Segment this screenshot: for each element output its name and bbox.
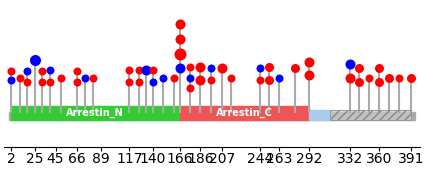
Point — [126, 80, 133, 83]
Point — [39, 80, 46, 83]
Point — [150, 68, 157, 71]
Point — [266, 65, 273, 68]
Point — [39, 69, 46, 72]
Point — [90, 76, 97, 79]
Bar — [330, 109, 411, 120]
Point — [8, 79, 15, 82]
Point — [23, 69, 30, 72]
Bar — [330, 109, 411, 120]
Point — [375, 67, 382, 70]
Point — [176, 67, 183, 70]
Point — [187, 65, 194, 68]
Bar — [9, 112, 415, 120]
Point — [347, 76, 353, 79]
Point — [266, 79, 273, 82]
Point — [276, 76, 283, 79]
Text: Arrestin_C: Arrestin_C — [216, 108, 273, 118]
Point — [170, 76, 177, 79]
Point — [207, 67, 214, 70]
Point — [227, 76, 234, 79]
Point — [386, 76, 393, 79]
Point — [47, 68, 54, 71]
Point — [135, 80, 142, 83]
Point — [16, 76, 23, 79]
Point — [126, 68, 133, 71]
Point — [256, 67, 263, 70]
Bar — [309, 109, 330, 120]
Point — [187, 87, 194, 90]
Point — [135, 68, 142, 71]
Bar — [11, 106, 179, 120]
Point — [160, 76, 167, 79]
Point — [306, 60, 313, 63]
Point — [407, 76, 414, 79]
Text: Arrestin_N: Arrestin_N — [66, 108, 124, 118]
Point — [218, 67, 225, 70]
Point — [256, 79, 263, 82]
Point — [365, 76, 372, 79]
Point — [150, 80, 157, 83]
Point — [8, 69, 15, 72]
Point — [207, 79, 214, 82]
Point — [82, 76, 89, 79]
Bar — [180, 106, 309, 120]
Point — [375, 80, 382, 83]
Point — [356, 67, 363, 70]
Point — [142, 68, 149, 71]
Point — [74, 69, 80, 72]
Point — [356, 80, 363, 83]
Point — [197, 65, 204, 68]
Point — [47, 80, 54, 83]
Point — [306, 74, 313, 76]
Point — [74, 80, 80, 83]
Point — [31, 59, 38, 62]
Point — [176, 52, 183, 55]
Point — [197, 79, 204, 82]
Point — [176, 23, 183, 25]
Point — [347, 63, 353, 65]
Point — [187, 76, 194, 79]
Point — [23, 80, 30, 83]
Point — [396, 76, 403, 79]
Point — [291, 67, 298, 70]
Point — [176, 37, 183, 40]
Point — [57, 76, 64, 79]
